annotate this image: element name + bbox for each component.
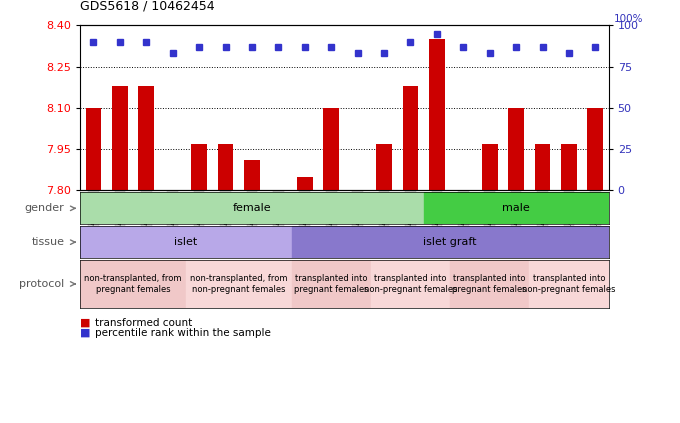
Text: female: female — [233, 203, 271, 213]
Text: islet: islet — [174, 237, 197, 247]
Bar — [588, 108, 603, 190]
Bar — [508, 108, 524, 190]
Text: 100%: 100% — [614, 14, 643, 24]
Bar — [529, 260, 609, 308]
Bar — [450, 260, 529, 308]
Text: transformed count: transformed count — [95, 318, 192, 327]
Text: non-transplanted, from
non-pregnant females: non-transplanted, from non-pregnant fema… — [190, 274, 288, 294]
Bar — [424, 192, 609, 224]
Bar — [112, 86, 128, 190]
Bar — [371, 260, 450, 308]
Bar — [244, 160, 260, 190]
Bar — [186, 260, 292, 308]
Text: ■: ■ — [80, 328, 90, 338]
Bar — [323, 108, 339, 190]
Bar — [80, 192, 424, 224]
Text: islet graft: islet graft — [424, 237, 477, 247]
Bar — [86, 108, 101, 190]
Bar — [80, 226, 292, 258]
Text: GDS5618 / 10462454: GDS5618 / 10462454 — [80, 0, 215, 13]
Bar — [297, 177, 313, 190]
Text: protocol: protocol — [19, 279, 65, 289]
Bar — [482, 144, 498, 190]
Text: transplanted into
non-pregnant females: transplanted into non-pregnant females — [364, 274, 457, 294]
Text: non-transplanted, from
pregnant females: non-transplanted, from pregnant females — [84, 274, 182, 294]
Text: tissue: tissue — [31, 237, 65, 247]
Bar — [292, 260, 371, 308]
Text: percentile rank within the sample: percentile rank within the sample — [95, 328, 271, 338]
Bar — [80, 260, 186, 308]
Text: transplanted into
pregnant females: transplanted into pregnant females — [294, 274, 369, 294]
Bar — [138, 86, 154, 190]
Bar — [534, 144, 551, 190]
Bar — [191, 144, 207, 190]
Text: transplanted into
non-pregnant females: transplanted into non-pregnant females — [522, 274, 615, 294]
Text: ■: ■ — [80, 318, 90, 327]
Text: male: male — [503, 203, 530, 213]
Bar — [429, 39, 445, 190]
Bar — [561, 144, 577, 190]
Bar — [218, 144, 233, 190]
Text: transplanted into
pregnant females: transplanted into pregnant females — [452, 274, 527, 294]
Bar — [292, 226, 609, 258]
Bar — [376, 144, 392, 190]
Bar — [403, 86, 418, 190]
Text: gender: gender — [24, 203, 65, 213]
